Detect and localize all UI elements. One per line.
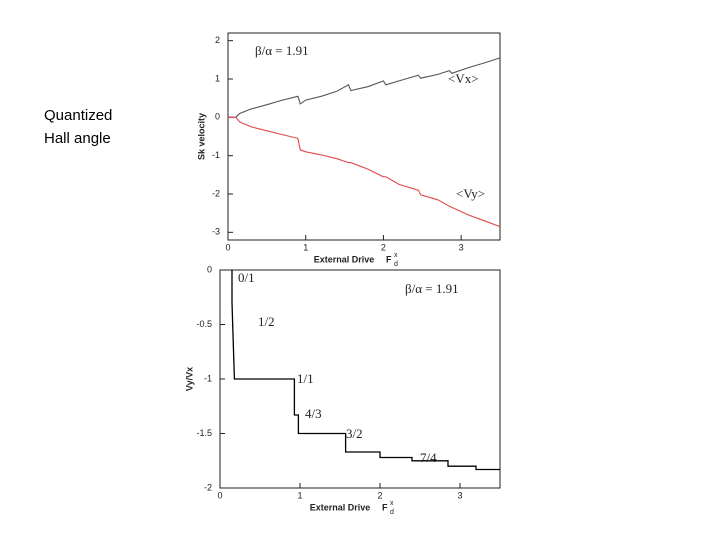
x-axis-symbol-sup: x	[394, 252, 398, 259]
annotation: β/α = 1.91	[405, 281, 459, 296]
slide-text: Quantized	[44, 107, 112, 124]
y-axis-label: Sk velocity	[196, 113, 206, 160]
annotation: 1/1	[297, 371, 314, 386]
y-tick-label: -2	[212, 188, 220, 198]
y-axis-label: Vy/Vx	[184, 367, 194, 391]
annotation: 1/2	[258, 314, 275, 329]
annotation: <Vy>	[456, 186, 485, 201]
annotation: 7/4	[420, 450, 437, 465]
x-tick-label: 2	[377, 490, 382, 500]
x-axis-label: External Drive	[314, 254, 375, 264]
y-tick-label: -1.5	[196, 428, 212, 438]
x-axis-symbol-sub: d	[390, 509, 394, 516]
annotation: 3/2	[346, 426, 363, 441]
plot-frame	[227, 32, 501, 241]
y-tick-label: 1	[215, 73, 220, 83]
annotation: 0/1	[238, 270, 255, 285]
annotation: β/α = 1.91	[255, 43, 309, 58]
annotation: <Vx>	[448, 71, 479, 86]
x-tick-label: 3	[457, 490, 462, 500]
x-axis-symbol: F	[386, 254, 392, 264]
y-tick-label: -1	[204, 373, 212, 383]
y-tick-label: -1	[212, 150, 220, 160]
x-axis-symbol: F	[382, 502, 388, 512]
annotation: 4/3	[305, 406, 322, 421]
y-tick-label: 0	[215, 112, 220, 122]
data-line	[228, 57, 501, 118]
slide-text: Hall angle	[44, 130, 111, 147]
x-tick-label: 3	[459, 242, 464, 252]
x-tick-label: 0	[225, 242, 230, 252]
x-tick-label: 1	[297, 490, 302, 500]
y-tick-label: 0	[207, 264, 212, 274]
x-axis-symbol-sup: x	[390, 500, 394, 507]
y-tick-label: -3	[212, 227, 220, 237]
x-tick-label: 1	[303, 242, 308, 252]
x-tick-label: 0	[217, 490, 222, 500]
x-axis-symbol-sub: d	[394, 261, 398, 268]
x-axis-label: External Drive	[310, 502, 371, 512]
data-line	[231, 270, 500, 471]
y-tick-label: -2	[204, 482, 212, 492]
x-tick-label: 2	[381, 242, 386, 252]
y-tick-label: 2	[215, 35, 220, 45]
y-tick-label: -0.5	[196, 319, 212, 329]
data-line	[228, 116, 501, 228]
